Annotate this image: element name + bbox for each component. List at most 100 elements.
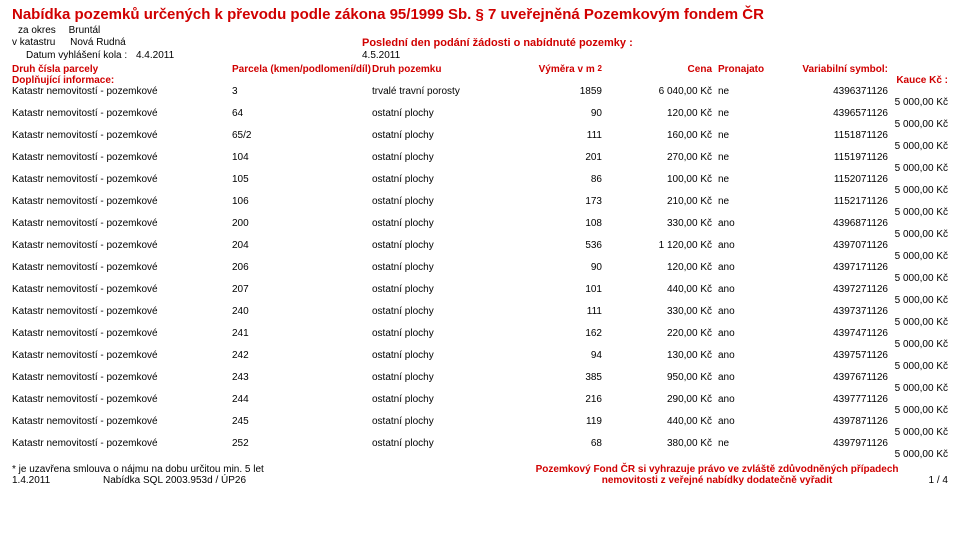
- table-row-sub: 5 000,00 Kč: [12, 97, 948, 108]
- cell-kauce: 5 000,00 Kč: [828, 339, 948, 350]
- cell-price: 6 040,00 Kč: [602, 86, 712, 97]
- cell-price: 330,00 Kč: [602, 306, 712, 317]
- cell-desc: Katastr nemovitostí - pozemkové: [12, 174, 232, 185]
- cell-rent: ano: [712, 262, 768, 273]
- cell-area: 90: [522, 108, 602, 119]
- table-row: Katastr nemovitostí - pozemkové240ostatn…: [12, 306, 948, 317]
- cell-type: ostatní plochy: [372, 394, 522, 405]
- cell-type: ostatní plochy: [372, 328, 522, 339]
- cell-parcela: 104: [232, 152, 372, 163]
- cell-kauce: 5 000,00 Kč: [828, 295, 948, 306]
- cell-parcela: 105: [232, 174, 372, 185]
- cell-rent: ne: [712, 108, 768, 119]
- cell-rent: ne: [712, 196, 768, 207]
- cell-rent: ne: [712, 86, 768, 97]
- cell-price: 290,00 Kč: [602, 394, 712, 405]
- datum-value: 4.4.2011: [130, 50, 174, 61]
- v-katastru-value: Nová Rudná: [58, 37, 126, 48]
- cell-rent: ano: [712, 240, 768, 251]
- table-row-sub: 5 000,00 Kč: [12, 273, 948, 284]
- table-row-sub: 5 000,00 Kč: [12, 383, 948, 394]
- deadline-date: 4.5.2011: [362, 50, 400, 62]
- cell-desc: Katastr nemovitostí - pozemkové: [12, 152, 232, 163]
- cell-desc: Katastr nemovitostí - pozemkové: [12, 262, 232, 273]
- cell-area: 101: [522, 284, 602, 295]
- cell-type: ostatní plochy: [372, 306, 522, 317]
- cell-rent: ano: [712, 306, 768, 317]
- cell-desc: Katastr nemovitostí - pozemkové: [12, 196, 232, 207]
- cell-kauce: 5 000,00 Kč: [828, 229, 948, 240]
- cell-area: 119: [522, 416, 602, 427]
- cell-type: ostatní plochy: [372, 174, 522, 185]
- cell-vs: 1152071126: [768, 174, 888, 185]
- footer-right-2: nemovitosti z veřejné nabídky dodatečně …: [536, 475, 899, 486]
- cell-price: 120,00 Kč: [602, 262, 712, 273]
- footer-date: 1.4.2011: [12, 475, 50, 486]
- cell-desc: Katastr nemovitostí - pozemkové: [12, 438, 232, 449]
- cell-parcela: 243: [232, 372, 372, 383]
- cell-type: ostatní plochy: [372, 284, 522, 295]
- cell-type: ostatní plochy: [372, 152, 522, 163]
- cell-parcela: 3: [232, 86, 372, 97]
- cell-area: 216: [522, 394, 602, 405]
- table-row: Katastr nemovitostí - pozemkové65/2ostat…: [12, 130, 948, 141]
- cell-kauce: 5 000,00 Kč: [828, 185, 948, 196]
- cell-parcela: 244: [232, 394, 372, 405]
- table-row: Katastr nemovitostí - pozemkové204ostatn…: [12, 240, 948, 251]
- table-row: Katastr nemovitostí - pozemkové241ostatn…: [12, 328, 948, 339]
- table-row-sub: 5 000,00 Kč: [12, 295, 948, 306]
- table-row-sub: 5 000,00 Kč: [12, 317, 948, 328]
- cell-area: 1859: [522, 86, 602, 97]
- cell-rent: ne: [712, 174, 768, 185]
- cell-area: 94: [522, 350, 602, 361]
- cell-kauce: 5 000,00 Kč: [828, 361, 948, 372]
- cell-type: ostatní plochy: [372, 372, 522, 383]
- cell-type: ostatní plochy: [372, 108, 522, 119]
- hdr-druh-pozemku: Druh pozemku: [372, 64, 522, 75]
- cell-price: 210,00 Kč: [602, 196, 712, 207]
- table-row: Katastr nemovitostí - pozemkové105ostatn…: [12, 174, 948, 185]
- cell-rent: ano: [712, 394, 768, 405]
- footer-page: 1 / 4: [929, 475, 948, 486]
- cell-area: 90: [522, 262, 602, 273]
- cell-area: 385: [522, 372, 602, 383]
- cell-parcela: 65/2: [232, 130, 372, 141]
- hdr-cena: Cena: [602, 64, 712, 75]
- cell-parcela: 206: [232, 262, 372, 273]
- cell-vs: 1151971126: [768, 152, 888, 163]
- cell-area: 111: [522, 130, 602, 141]
- cell-desc: Katastr nemovitostí - pozemkové: [12, 108, 232, 119]
- cell-price: 950,00 Kč: [602, 372, 712, 383]
- cell-vs: 1152171126: [768, 196, 888, 207]
- cell-area: 173: [522, 196, 602, 207]
- cell-parcela: 207: [232, 284, 372, 295]
- cell-area: 68: [522, 438, 602, 449]
- table-row-sub: 5 000,00 Kč: [12, 361, 948, 372]
- table-row-sub: 5 000,00 Kč: [12, 339, 948, 350]
- cell-desc: Katastr nemovitostí - pozemkové: [12, 284, 232, 295]
- cell-vs: 4397471126: [768, 328, 888, 339]
- page-title: Nabídka pozemků určených k převodu podle…: [12, 6, 948, 23]
- cell-parcela: 106: [232, 196, 372, 207]
- table-row-sub: 5 000,00 Kč: [12, 251, 948, 262]
- cell-vs: 4397271126: [768, 284, 888, 295]
- cell-price: 130,00 Kč: [602, 350, 712, 361]
- cell-vs: 1151871126: [768, 130, 888, 141]
- hdr-druh-parcely: Druh čísla parcely: [12, 64, 232, 75]
- cell-vs: 4396371126: [768, 86, 888, 97]
- cell-desc: Katastr nemovitostí - pozemkové: [12, 130, 232, 141]
- cell-kauce: 5 000,00 Kč: [828, 427, 948, 438]
- cell-kauce: 5 000,00 Kč: [828, 317, 948, 328]
- table-row: Katastr nemovitostí - pozemkové64ostatní…: [12, 108, 948, 119]
- cell-vs: 4397771126: [768, 394, 888, 405]
- footer-note-1: * je uzavřena smlouva o nájmu na dobu ur…: [12, 464, 264, 475]
- cell-parcela: 240: [232, 306, 372, 317]
- cell-area: 108: [522, 218, 602, 229]
- cell-kauce: 5 000,00 Kč: [828, 383, 948, 394]
- cell-type: ostatní plochy: [372, 218, 522, 229]
- cell-rent: ano: [712, 218, 768, 229]
- cell-type: ostatní plochy: [372, 196, 522, 207]
- cell-price: 380,00 Kč: [602, 438, 712, 449]
- cell-parcela: 64: [232, 108, 372, 119]
- cell-desc: Katastr nemovitostí - pozemkové: [12, 218, 232, 229]
